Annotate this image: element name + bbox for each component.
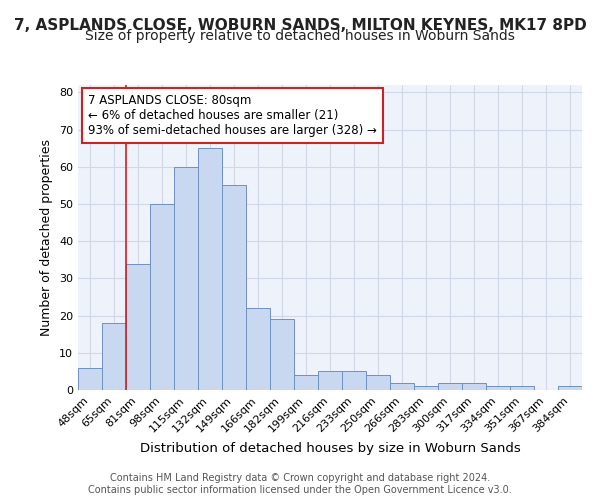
Bar — [366, 375, 390, 390]
Bar — [486, 386, 510, 390]
Bar — [174, 167, 198, 390]
Bar — [246, 308, 270, 390]
Bar — [558, 386, 582, 390]
Bar — [510, 386, 534, 390]
Bar — [126, 264, 150, 390]
Bar — [270, 320, 294, 390]
Bar — [150, 204, 174, 390]
Bar — [438, 382, 462, 390]
Text: Contains HM Land Registry data © Crown copyright and database right 2024.
Contai: Contains HM Land Registry data © Crown c… — [88, 474, 512, 495]
Bar — [414, 386, 438, 390]
Text: 7 ASPLANDS CLOSE: 80sqm
← 6% of detached houses are smaller (21)
93% of semi-det: 7 ASPLANDS CLOSE: 80sqm ← 6% of detached… — [88, 94, 377, 137]
Bar — [390, 382, 414, 390]
Bar — [78, 368, 102, 390]
Bar — [462, 382, 486, 390]
Bar — [318, 372, 342, 390]
Text: Size of property relative to detached houses in Woburn Sands: Size of property relative to detached ho… — [85, 29, 515, 43]
Text: 7, ASPLANDS CLOSE, WOBURN SANDS, MILTON KEYNES, MK17 8PD: 7, ASPLANDS CLOSE, WOBURN SANDS, MILTON … — [14, 18, 586, 32]
Bar — [294, 375, 318, 390]
Bar — [198, 148, 222, 390]
Bar — [342, 372, 366, 390]
Y-axis label: Number of detached properties: Number of detached properties — [40, 139, 53, 336]
Bar — [102, 323, 126, 390]
X-axis label: Distribution of detached houses by size in Woburn Sands: Distribution of detached houses by size … — [140, 442, 520, 455]
Bar — [222, 186, 246, 390]
